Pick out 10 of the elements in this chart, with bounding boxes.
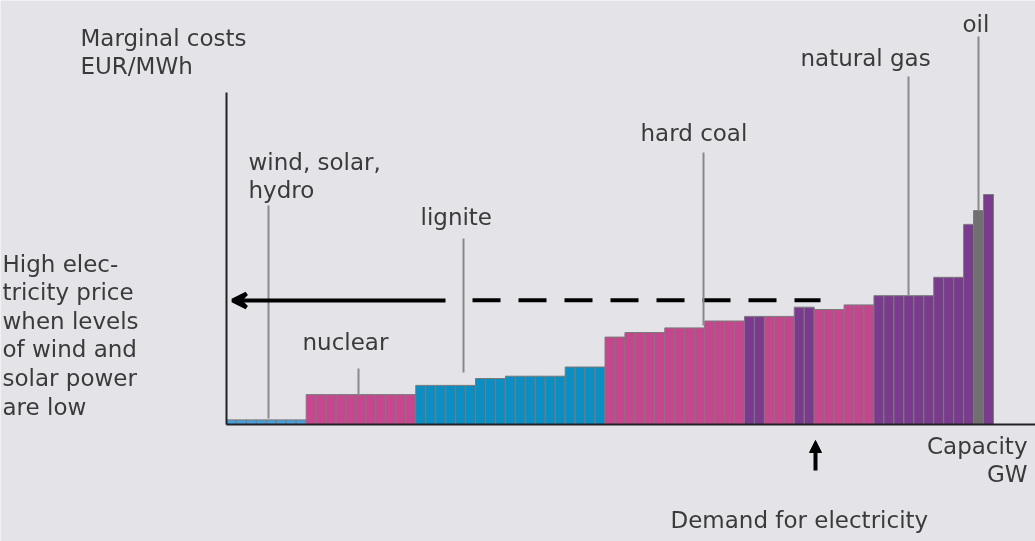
text: Demand for electricity <box>670 506 929 533</box>
text: High elec- tricity price when levels of wind and solar power are low <box>2 250 139 420</box>
text: natural gas <box>800 44 931 71</box>
x-axis-title: Capacity GW <box>926 432 1028 488</box>
text: Marginal costs EUR/MWh <box>80 24 247 80</box>
annotation: wind, solar, hydro <box>248 148 381 204</box>
text: hard coal <box>640 119 748 146</box>
annotation: lignite <box>420 203 493 230</box>
text: oil <box>962 10 990 37</box>
annotation: nuclear <box>302 328 389 355</box>
